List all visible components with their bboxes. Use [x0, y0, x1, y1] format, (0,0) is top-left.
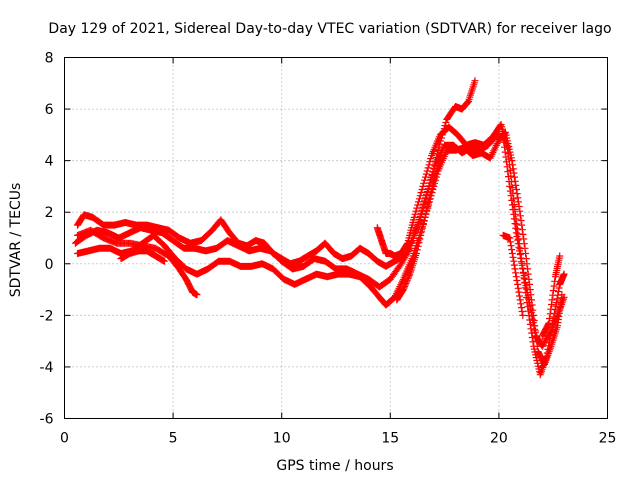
x-tick-label: 10: [273, 431, 291, 447]
data-point-markers: [74, 128, 566, 368]
y-tick-label: 8: [45, 51, 54, 67]
y-tick-label: -4: [40, 360, 54, 376]
x-axis-title: GPS time / hours: [276, 458, 393, 474]
data-point-markers: [373, 121, 568, 379]
x-tick-label: 0: [60, 431, 69, 447]
series-track-4: [74, 128, 566, 368]
y-tick-label: -2: [40, 308, 54, 324]
series-track-9: [538, 252, 564, 340]
data-point-markers: [538, 252, 564, 340]
data-series: [71, 77, 568, 379]
series-track-8: [499, 231, 527, 319]
x-tick-label: 20: [490, 431, 508, 447]
data-point-markers: [117, 247, 168, 265]
grid: [64, 57, 608, 419]
chart-title: Day 129 of 2021, Sidereal Day-to-day VTE…: [48, 21, 611, 37]
y-tick-label: 2: [45, 205, 54, 221]
x-tick-label: 25: [599, 431, 617, 447]
x-tick-label: 15: [381, 431, 399, 447]
y-tick-label: -6: [40, 412, 54, 428]
series-track-7: [393, 152, 444, 304]
tick-labels: 0 5 10 15 20 25 -6 -4 -2 0 2 4 6 8: [40, 51, 617, 447]
plot-frame: [64, 57, 608, 419]
data-point-markers: [393, 152, 444, 304]
series-track-6: [373, 121, 568, 379]
series-track-5: [117, 247, 168, 265]
data-point-markers: [499, 231, 527, 319]
x-tick-label: 5: [169, 431, 178, 447]
axis-ticks: [64, 57, 608, 419]
y-tick-label: 6: [45, 102, 54, 118]
y-axis-title: SDTVAR / TECUs: [8, 183, 24, 298]
y-tick-label: 0: [45, 257, 54, 273]
y-tick-label: 4: [45, 154, 54, 170]
